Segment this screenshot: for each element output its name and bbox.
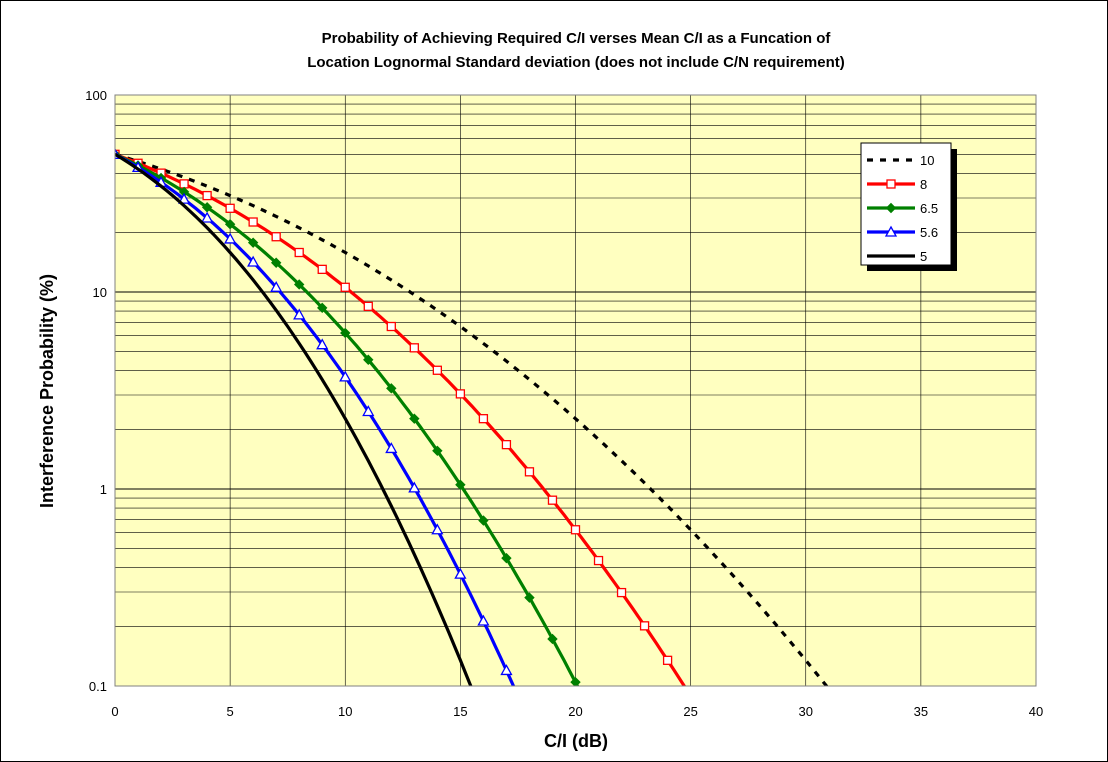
data-point-marker (271, 232, 281, 242)
y-tick-label: 100 (85, 88, 107, 103)
y-tick-label: 10 (93, 285, 107, 300)
data-point-marker (432, 365, 443, 375)
data-point-marker (500, 664, 513, 676)
data-point-marker (247, 255, 260, 267)
data-point-marker (639, 621, 650, 631)
tick-labels: 0 5 10 15 20 25 30 35 40 0.1 1 10 100 (85, 88, 1043, 719)
data-point-marker (317, 302, 328, 314)
data-point-marker (616, 587, 627, 598)
data-point-marker (362, 405, 375, 417)
data-point-marker (224, 232, 237, 244)
data-point-marker (293, 308, 306, 320)
x-tick-label: 30 (799, 704, 813, 719)
data-point-marker (409, 343, 419, 353)
data-point-marker (363, 354, 374, 365)
data-point-marker (386, 321, 396, 332)
data-point-marker (501, 552, 512, 564)
series-line (115, 152, 580, 686)
legend-label: 5 (920, 249, 927, 264)
data-point-marker (408, 481, 421, 493)
data-point-marker (316, 338, 329, 350)
x-tick-label: 10 (338, 704, 352, 719)
data-point-marker (339, 370, 352, 382)
x-tick-label: 25 (683, 704, 697, 719)
grid-lines (115, 95, 1036, 686)
legend-label: 5.6 (920, 225, 938, 240)
data-point-marker (340, 327, 351, 339)
data-point-marker (340, 282, 350, 292)
data-point-marker (224, 218, 236, 230)
data-point-marker (431, 523, 444, 535)
series-line (115, 152, 829, 686)
data-point-marker (501, 439, 512, 450)
data-point-marker (432, 445, 443, 457)
data-point-marker (547, 633, 558, 645)
data-point-marker (478, 414, 489, 424)
data-point-marker (247, 237, 259, 248)
legend-marker (886, 179, 896, 189)
plot-border (114, 94, 1037, 687)
series-6-5 (115, 149, 581, 686)
data-point-marker (270, 280, 283, 292)
data-point-marker (478, 515, 489, 526)
x-tick-label: 20 (568, 704, 582, 719)
x-tick-label: 5 (227, 704, 234, 719)
data-point-marker (524, 592, 535, 603)
series-clip-group (115, 147, 829, 686)
x-tick-label: 0 (111, 704, 118, 719)
data-point-marker (202, 190, 212, 201)
x-tick-label: 40 (1029, 704, 1043, 719)
x-axis-label: C/I (dB) (544, 731, 608, 751)
y-axis-label: Interference Probability (%) (37, 274, 57, 508)
legend-label: 8 (920, 177, 927, 192)
data-point-marker (225, 203, 235, 213)
y-tick-label: 1 (100, 482, 107, 497)
data-point-marker (317, 264, 327, 275)
y-tick-label: 0.1 (89, 679, 107, 694)
legend-marker (884, 225, 898, 237)
chart-title-line2: Location Lognormal Standard deviation (d… (307, 54, 845, 71)
data-point-marker (593, 555, 604, 566)
data-point-marker (455, 389, 466, 399)
data-point-marker (455, 479, 466, 490)
series-10 (115, 152, 829, 686)
data-point-marker (570, 676, 581, 686)
data-point-marker (547, 495, 558, 505)
data-point-marker (248, 217, 258, 227)
series-5 (115, 152, 473, 686)
data-point-marker (662, 655, 673, 665)
data-point-marker (385, 442, 398, 454)
legend-box (860, 142, 952, 266)
data-point-marker (454, 567, 467, 579)
x-tick-label: 15 (453, 704, 467, 719)
data-point-marker (270, 257, 282, 268)
series-5-6 (115, 147, 516, 686)
x-tick-label: 35 (914, 704, 928, 719)
data-point-marker (524, 467, 535, 477)
series-layer (115, 147, 829, 686)
data-point-marker (293, 279, 305, 290)
data-point-marker (409, 413, 420, 424)
data-point-marker (363, 301, 373, 311)
legend-marker (885, 202, 897, 214)
legend-items: 10 8 6.5 5.6 5 (867, 153, 938, 264)
data-point-marker (294, 247, 304, 258)
data-point-marker (200, 211, 214, 223)
series-line (115, 152, 473, 686)
chart-title-line1: Probability of Achieving Required C/I ve… (322, 30, 832, 47)
data-point-marker (179, 179, 189, 189)
data-point-marker (570, 525, 581, 535)
data-point-marker (177, 192, 191, 204)
data-point-marker (386, 383, 397, 394)
legend-label: 10 (920, 153, 934, 168)
data-point-marker (477, 614, 490, 626)
legend-label: 6.5 (920, 201, 938, 216)
legend: 10 8 6.5 5.6 5 (860, 142, 957, 271)
